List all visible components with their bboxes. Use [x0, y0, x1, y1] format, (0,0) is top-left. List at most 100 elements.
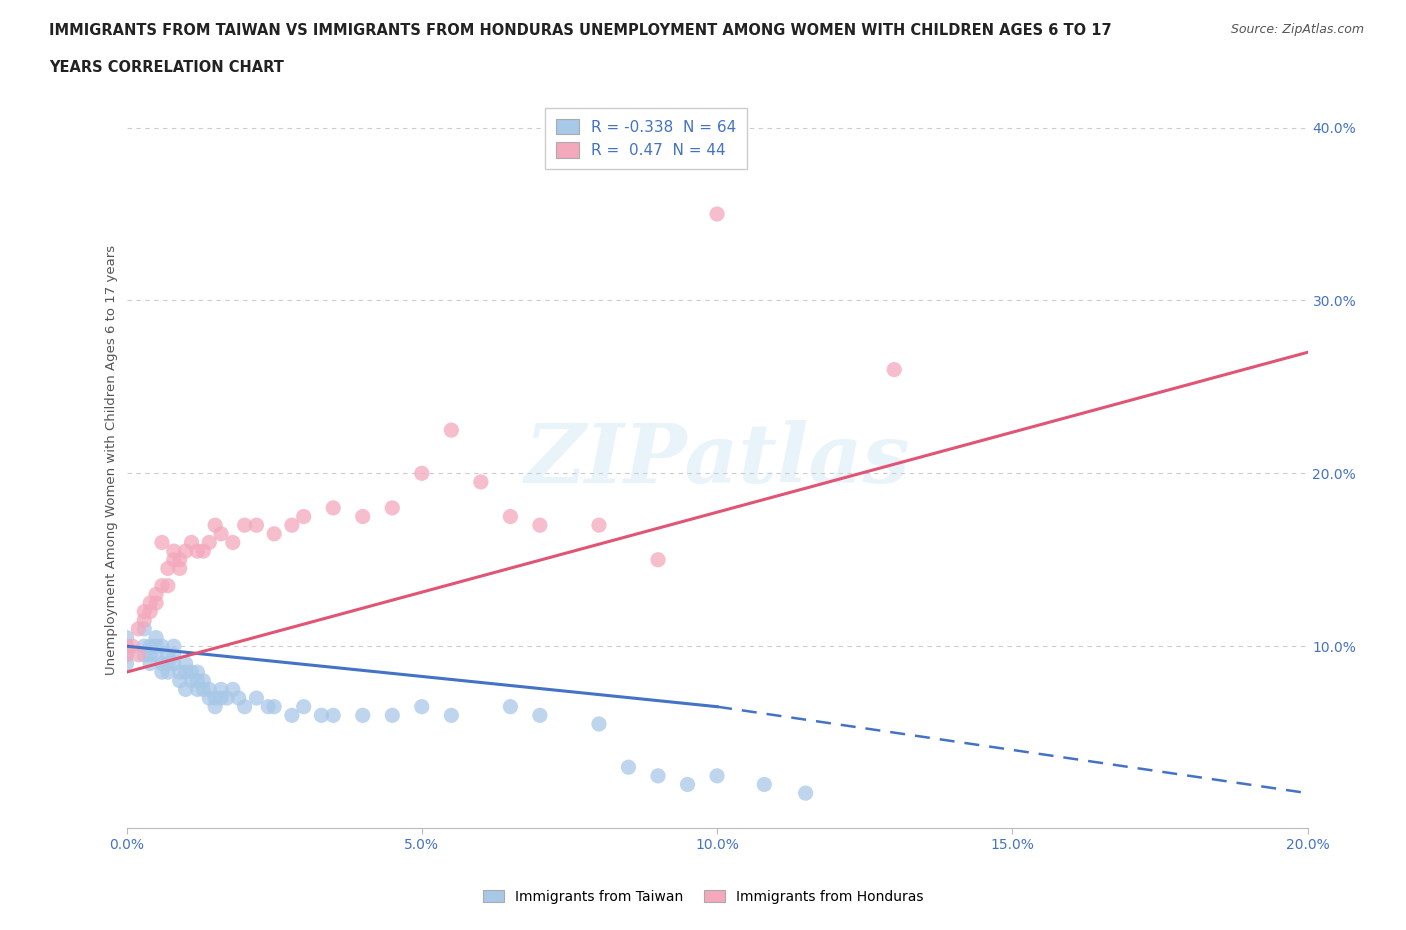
- Point: [127, 621, 149, 636]
- Point: [676, 777, 699, 792]
- Point: [115, 647, 138, 662]
- Point: [193, 673, 215, 688]
- Point: [588, 518, 610, 533]
- Point: [233, 518, 256, 533]
- Point: [139, 647, 162, 662]
- Point: [145, 647, 167, 662]
- Point: [257, 699, 280, 714]
- Point: [754, 777, 776, 792]
- Point: [180, 673, 202, 688]
- Point: [186, 682, 208, 697]
- Point: [150, 665, 173, 680]
- Point: [169, 665, 191, 680]
- Point: [115, 639, 138, 654]
- Point: [198, 691, 221, 706]
- Point: [322, 500, 344, 515]
- Point: [115, 631, 138, 645]
- Point: [163, 544, 186, 559]
- Point: [139, 604, 162, 619]
- Point: [794, 786, 817, 801]
- Point: [588, 716, 610, 731]
- Point: [281, 708, 304, 723]
- Point: [145, 631, 167, 645]
- Point: [245, 518, 267, 533]
- Point: [440, 422, 463, 437]
- Point: [163, 639, 186, 654]
- Point: [186, 544, 208, 559]
- Point: [186, 673, 208, 688]
- Point: [156, 561, 179, 576]
- Legend: R = -0.338  N = 64, R =  0.47  N = 44: R = -0.338 N = 64, R = 0.47 N = 44: [546, 108, 747, 169]
- Point: [174, 544, 197, 559]
- Text: ZIPatlas: ZIPatlas: [524, 420, 910, 500]
- Point: [139, 639, 162, 654]
- Point: [169, 561, 191, 576]
- Point: [115, 656, 138, 671]
- Point: [174, 665, 197, 680]
- Point: [115, 639, 138, 654]
- Point: [222, 535, 245, 550]
- Point: [180, 665, 202, 680]
- Point: [499, 509, 522, 524]
- Point: [440, 708, 463, 723]
- Point: [180, 535, 202, 550]
- Point: [411, 699, 433, 714]
- Point: [529, 518, 551, 533]
- Point: [281, 518, 304, 533]
- Point: [381, 500, 404, 515]
- Point: [145, 639, 167, 654]
- Point: [352, 708, 374, 723]
- Point: [706, 768, 728, 783]
- Point: [245, 691, 267, 706]
- Point: [529, 708, 551, 723]
- Point: [127, 647, 149, 662]
- Point: [222, 682, 245, 697]
- Point: [228, 691, 250, 706]
- Point: [499, 699, 522, 714]
- Point: [156, 656, 179, 671]
- Point: [381, 708, 404, 723]
- Point: [411, 466, 433, 481]
- Point: [163, 647, 186, 662]
- Point: [156, 647, 179, 662]
- Point: [647, 768, 669, 783]
- Point: [263, 699, 285, 714]
- Point: [156, 665, 179, 680]
- Point: [150, 578, 173, 593]
- Point: [292, 699, 315, 714]
- Text: Source: ZipAtlas.com: Source: ZipAtlas.com: [1230, 23, 1364, 36]
- Point: [139, 656, 162, 671]
- Point: [193, 682, 215, 697]
- Point: [470, 474, 492, 489]
- Point: [647, 552, 669, 567]
- Point: [163, 552, 186, 567]
- Y-axis label: Unemployment Among Women with Children Ages 6 to 17 years: Unemployment Among Women with Children A…: [105, 246, 118, 675]
- Point: [352, 509, 374, 524]
- Point: [204, 518, 226, 533]
- Point: [263, 526, 285, 541]
- Point: [134, 621, 156, 636]
- Point: [204, 699, 226, 714]
- Point: [198, 535, 221, 550]
- Point: [193, 544, 215, 559]
- Point: [209, 691, 232, 706]
- Point: [134, 647, 156, 662]
- Point: [134, 639, 156, 654]
- Point: [163, 656, 186, 671]
- Point: [174, 656, 197, 671]
- Point: [145, 595, 167, 610]
- Point: [617, 760, 640, 775]
- Point: [883, 362, 905, 377]
- Point: [150, 639, 173, 654]
- Point: [706, 206, 728, 221]
- Point: [292, 509, 315, 524]
- Point: [204, 691, 226, 706]
- Point: [322, 708, 344, 723]
- Point: [115, 647, 138, 662]
- Point: [134, 613, 156, 628]
- Point: [145, 587, 167, 602]
- Point: [139, 595, 162, 610]
- Point: [150, 656, 173, 671]
- Point: [233, 699, 256, 714]
- Text: IMMIGRANTS FROM TAIWAN VS IMMIGRANTS FROM HONDURAS UNEMPLOYMENT AMONG WOMEN WITH: IMMIGRANTS FROM TAIWAN VS IMMIGRANTS FRO…: [49, 23, 1112, 38]
